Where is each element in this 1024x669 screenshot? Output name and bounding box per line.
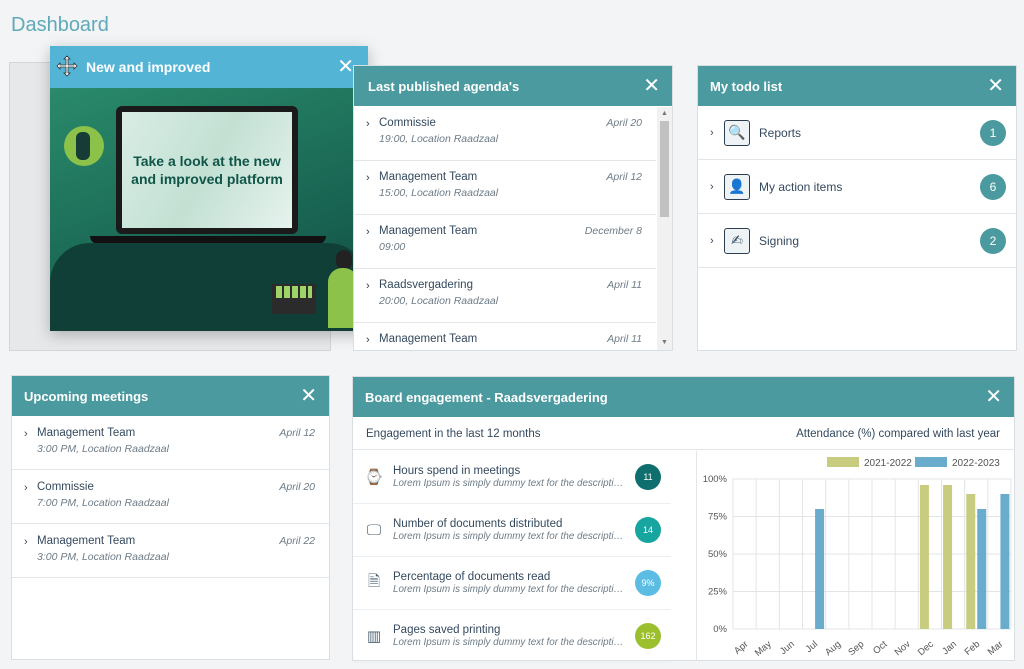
reports-icon: 🔍 [724, 119, 750, 146]
signing-icon: ✍ [724, 227, 750, 254]
metrics-list: ⌚ Hours spend in meetings Lorem Ipsum is … [353, 451, 671, 663]
promo-title: New and improved [86, 59, 211, 75]
x-tick-label: Aug [823, 639, 843, 658]
metric-badge: 162 [635, 623, 661, 649]
bar-chart-icon: ▥ [366, 628, 382, 645]
bar [815, 509, 825, 629]
scroll-thumb[interactable] [660, 121, 669, 217]
chevron-right-icon: › [710, 126, 714, 139]
count-badge: 2 [980, 227, 1006, 254]
board-title: Board engagement - Raadsvergadering [365, 389, 608, 405]
y-tick-label: 25% [708, 587, 728, 598]
close-icon[interactable]: ✕ [337, 56, 354, 78]
chevron-right-icon: › [366, 334, 370, 346]
laptop-illustration: Take a look at the new and improved plat… [116, 106, 298, 234]
legend-swatch [915, 457, 947, 467]
move-icon[interactable] [55, 54, 79, 78]
list-item[interactable]: › Management Team 09:00 December 8 [354, 215, 656, 269]
action-items-icon: 👤 [724, 173, 750, 200]
metric-documents: 🖵 Number of documents distributed Lorem I… [353, 504, 671, 557]
document-icon: 🗎 [367, 572, 381, 590]
x-tick-label: Feb [963, 639, 983, 658]
x-tick-label: Dec [916, 639, 936, 658]
close-icon[interactable]: ✕ [985, 386, 1002, 408]
chevron-right-icon: › [710, 234, 714, 247]
x-tick-label: Nov [893, 639, 913, 658]
promo-illustration: Take a look at the new and improved plat… [50, 88, 368, 331]
promo-panel[interactable]: New and improved ✕ Take a look at the ne… [50, 46, 368, 331]
bar [943, 485, 953, 629]
todo-item-signing[interactable]: › ✍ Signing 2 [698, 214, 1016, 268]
agenda-panel: Last published agenda's ✕ › Commissie 19:… [353, 65, 673, 351]
y-tick-label: 100% [703, 474, 728, 485]
metric-badge: 9% [635, 570, 661, 596]
chevron-right-icon: › [366, 280, 370, 292]
chevron-right-icon: › [366, 118, 370, 130]
promo-screen-text: Take a look at the new and improved plat… [122, 112, 292, 228]
count-badge: 6 [980, 173, 1006, 200]
agenda-title: Last published agenda's [368, 78, 520, 94]
close-icon[interactable]: ✕ [300, 385, 317, 407]
chevron-right-icon: › [710, 180, 714, 193]
todo-panel: My todo list ✕ › 🔍 Reports 1 › 👤 My acti… [697, 65, 1017, 351]
x-tick-label: Jun [778, 639, 797, 657]
machine-illustration [272, 284, 316, 314]
list-item[interactable]: › Commissie 7:00 PM, Location Raadzaal Ap… [12, 470, 329, 524]
metric-pages-saved: ▥ Pages saved printing Lorem Ipsum is sim… [353, 610, 671, 663]
upcoming-panel: Upcoming meetings ✕ › Management Team 3:0… [11, 375, 330, 660]
bar [977, 509, 987, 629]
x-tick-label: Oct [871, 639, 890, 657]
clock-icon: ⌚ [364, 469, 384, 486]
bar [966, 494, 976, 629]
legend-label: 2022-2023 [952, 458, 1000, 469]
list-item[interactable]: › Management Team 15:00, Location Raadzaa… [354, 161, 656, 215]
monitor-icon: 🖵 [366, 521, 382, 539]
upcoming-title: Upcoming meetings [24, 388, 149, 404]
list-item[interactable]: › Management Team 3:00 PM, Location Raadz… [12, 524, 329, 578]
scroll-up-icon[interactable]: ▲ [661, 110, 668, 117]
metric-hours: ⌚ Hours spend in meetings Lorem Ipsum is … [353, 451, 671, 504]
legend-swatch [827, 457, 859, 467]
scroll-down-icon[interactable]: ▼ [661, 339, 668, 346]
metric-badge: 14 [635, 517, 661, 543]
todo-item-reports[interactable]: › 🔍 Reports 1 [698, 106, 1016, 160]
list-item[interactable]: › Management Team 3:00 PM, Location Raadz… [12, 416, 329, 470]
list-item[interactable]: › Raadsvergadering 20:00, Location Raadza… [354, 269, 656, 323]
x-tick-label: Jan [940, 639, 959, 657]
close-icon[interactable]: ✕ [643, 75, 660, 97]
x-tick-label: Mar [986, 639, 1006, 658]
count-badge: 1 [980, 119, 1006, 146]
chevron-right-icon: › [366, 226, 370, 238]
bar [1000, 494, 1010, 629]
list-item[interactable]: › Commissie 19:00, Location Raadzaal Apri… [354, 107, 656, 161]
list-item[interactable]: › Management Team April 11 [354, 323, 656, 350]
close-icon[interactable]: ✕ [987, 75, 1004, 97]
x-tick-label: Sep [846, 639, 866, 658]
legend-label: 2021-2022 [864, 458, 912, 469]
metric-read: 🗎 Percentage of documents read Lorem Ipsu… [353, 557, 671, 610]
attendance-caption: Attendance (%) compared with last year [796, 427, 1000, 440]
todo-title: My todo list [710, 78, 783, 94]
chevron-right-icon: › [24, 536, 28, 548]
chevron-right-icon: › [366, 172, 370, 184]
board-engagement-panel: Board engagement - Raadsvergadering ✕ En… [352, 376, 1015, 663]
x-tick-label: Apr [732, 639, 750, 657]
x-tick-label: Jul [804, 639, 820, 655]
chevron-right-icon: › [24, 482, 28, 494]
x-tick-label: May [753, 639, 774, 659]
y-tick-label: 75% [708, 512, 728, 523]
engagement-caption: Engagement in the last 12 months [366, 427, 541, 440]
chevron-right-icon: › [24, 428, 28, 440]
page-title: Dashboard [11, 14, 109, 36]
todo-item-action-items[interactable]: › 👤 My action items 6 [698, 160, 1016, 214]
y-tick-label: 50% [708, 549, 728, 560]
metric-badge: 11 [635, 464, 661, 490]
y-tick-label: 0% [713, 624, 727, 635]
bar [919, 485, 929, 629]
agenda-list: › Commissie 19:00, Location Raadzaal Apri… [354, 107, 656, 350]
person-illustration [64, 126, 104, 166]
scrollbar[interactable]: ▲ ▼ [657, 107, 672, 350]
